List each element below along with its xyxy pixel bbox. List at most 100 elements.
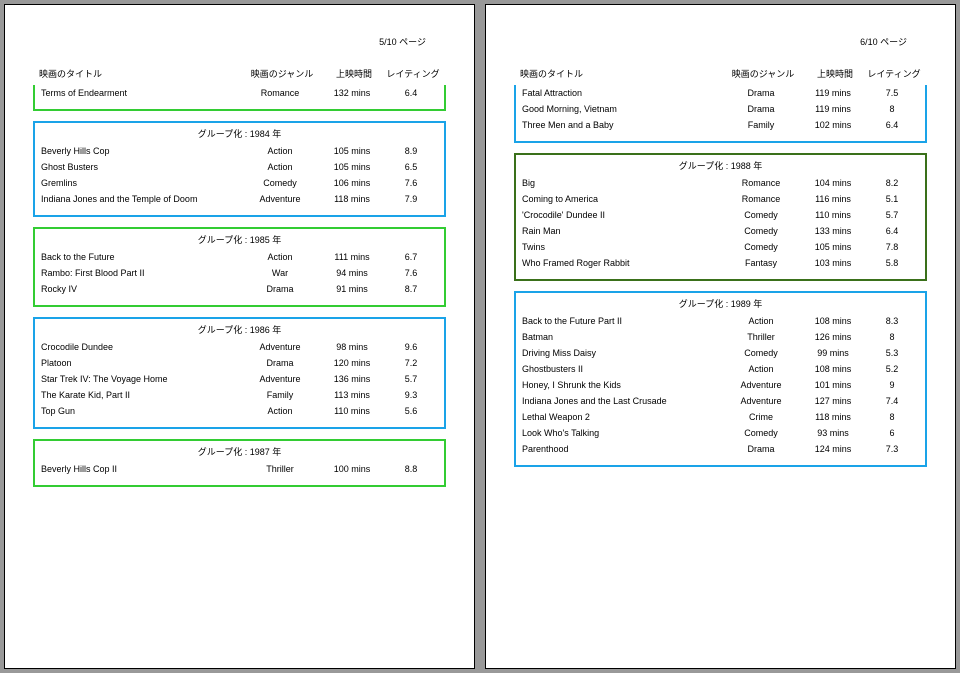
cell-rating: 5.8 [865, 258, 919, 268]
header-rating: レイティング [867, 67, 921, 80]
column-headers: 映画のタイトル 映画のジャンル 上映時間 レイティング [514, 64, 927, 83]
table-row: Crocodile Dundee Adventure 98 mins 9.6 [35, 339, 444, 355]
page-number: 6/10 ページ [514, 35, 927, 48]
table-row: Fatal Attraction Drama 119 mins 7.5 [516, 85, 925, 101]
cell-rating: 8.3 [865, 316, 919, 326]
cell-genre: Drama [240, 358, 320, 368]
group-header: グループ化 : 1984 年 [35, 123, 444, 143]
cell-genre: Drama [721, 444, 801, 454]
table-row: Rocky IV Drama 91 mins 8.7 [35, 281, 444, 297]
cell-genre: Romance [721, 178, 801, 188]
cell-genre: Comedy [721, 348, 801, 358]
table-row: Lethal Weapon 2 Crime 118 mins 8 [516, 409, 925, 425]
cell-title: Back to the Future Part II [522, 316, 721, 326]
group-body: Beverly Hills Cop II Thriller 100 mins 8… [33, 461, 446, 487]
cell-rating: 7.9 [384, 194, 438, 204]
table-row: Star Trek IV: The Voyage Home Adventure … [35, 371, 444, 387]
table-row: Beverly Hills Cop II Thriller 100 mins 8… [35, 461, 444, 477]
group-header-box: グループ化 : 1988 年 [514, 153, 927, 175]
table-row: Big Romance 104 mins 8.2 [516, 175, 925, 191]
cell-runtime: 120 mins [320, 358, 384, 368]
header-genre: 映画のジャンル [242, 67, 322, 80]
cell-title: Beverly Hills Cop II [41, 464, 240, 474]
cell-title: Lethal Weapon 2 [522, 412, 721, 422]
cell-title: Driving Miss Daisy [522, 348, 721, 358]
cell-runtime: 100 mins [320, 464, 384, 474]
document-viewport: 5/10 ページ 映画のタイトル 映画のジャンル 上映時間 レイティング Ter… [0, 0, 960, 673]
cell-genre: Romance [240, 88, 320, 98]
cell-rating: 5.7 [384, 374, 438, 384]
cell-genre: Adventure [240, 342, 320, 352]
cell-runtime: 136 mins [320, 374, 384, 384]
group-header-box: グループ化 : 1987 年 [33, 439, 446, 461]
cell-rating: 5.2 [865, 364, 919, 374]
cell-genre: War [240, 268, 320, 278]
cell-title: Crocodile Dundee [41, 342, 240, 352]
table-row: Honey, I Shrunk the Kids Adventure 101 m… [516, 377, 925, 393]
cell-title: Who Framed Roger Rabbit [522, 258, 721, 268]
table-row: 'Crocodile' Dundee II Comedy 110 mins 5.… [516, 207, 925, 223]
table-row: Parenthood Drama 124 mins 7.3 [516, 441, 925, 457]
cell-rating: 6.4 [384, 88, 438, 98]
header-genre: 映画のジャンル [723, 67, 803, 80]
column-headers: 映画のタイトル 映画のジャンル 上映時間 レイティング [33, 64, 446, 83]
table-row: Beverly Hills Cop Action 105 mins 8.9 [35, 143, 444, 159]
cell-runtime: 105 mins [320, 162, 384, 172]
cell-genre: Romance [721, 194, 801, 204]
cell-runtime: 91 mins [320, 284, 384, 294]
table-row: Rambo: First Blood Part II War 94 mins 7… [35, 265, 444, 281]
cell-rating: 5.7 [865, 210, 919, 220]
cell-runtime: 106 mins [320, 178, 384, 188]
table-row: Top Gun Action 110 mins 5.6 [35, 403, 444, 419]
cell-title: Twins [522, 242, 721, 252]
cell-title: Back to the Future [41, 252, 240, 262]
table-row: Look Who's Talking Comedy 93 mins 6 [516, 425, 925, 441]
group-body: Crocodile Dundee Adventure 98 mins 9.6 P… [33, 339, 446, 429]
cell-genre: Drama [240, 284, 320, 294]
cell-runtime: 118 mins [801, 412, 865, 422]
cell-title: Indiana Jones and the Temple of Doom [41, 194, 240, 204]
cell-runtime: 103 mins [801, 258, 865, 268]
cell-runtime: 113 mins [320, 390, 384, 400]
cell-rating: 8.2 [865, 178, 919, 188]
cell-runtime: 101 mins [801, 380, 865, 390]
cell-runtime: 126 mins [801, 332, 865, 342]
cell-runtime: 108 mins [801, 316, 865, 326]
table-row: Indiana Jones and the Last Crusade Adven… [516, 393, 925, 409]
page-left: 5/10 ページ 映画のタイトル 映画のジャンル 上映時間 レイティング Ter… [4, 4, 475, 669]
cell-rating: 9.3 [384, 390, 438, 400]
cell-rating: 7.3 [865, 444, 919, 454]
cell-title: Good Morning, Vietnam [522, 104, 721, 114]
cell-title: Gremlins [41, 178, 240, 188]
cell-title: Top Gun [41, 406, 240, 416]
cell-title: Look Who's Talking [522, 428, 721, 438]
cell-title: The Karate Kid, Part II [41, 390, 240, 400]
cell-genre: Crime [721, 412, 801, 422]
cell-runtime: 99 mins [801, 348, 865, 358]
group-header: グループ化 : 1988 年 [516, 155, 925, 175]
cell-runtime: 94 mins [320, 268, 384, 278]
cell-genre: Thriller [240, 464, 320, 474]
cell-rating: 7.8 [865, 242, 919, 252]
cell-runtime: 108 mins [801, 364, 865, 374]
cell-title: Platoon [41, 358, 240, 368]
cell-genre: Action [721, 316, 801, 326]
cell-rating: 9 [865, 380, 919, 390]
group-header-box: グループ化 : 1986 年 [33, 317, 446, 339]
cell-title: Rocky IV [41, 284, 240, 294]
group-header-box: グループ化 : 1985 年 [33, 227, 446, 249]
cell-runtime: 132 mins [320, 88, 384, 98]
cell-runtime: 105 mins [320, 146, 384, 156]
group-continuation: Terms of Endearment Romance 132 mins 6.4 [33, 85, 446, 111]
cell-genre: Adventure [240, 194, 320, 204]
table-row: Good Morning, Vietnam Drama 119 mins 8 [516, 101, 925, 117]
group-body: Big Romance 104 mins 8.2 Coming to Ameri… [514, 175, 927, 281]
header-runtime: 上映時間 [803, 67, 867, 80]
group-header: グループ化 : 1986 年 [35, 319, 444, 339]
page-right: 6/10 ページ 映画のタイトル 映画のジャンル 上映時間 レイティング Fat… [485, 4, 956, 669]
cell-rating: 7.6 [384, 268, 438, 278]
cell-runtime: 124 mins [801, 444, 865, 454]
cell-title: Ghostbusters II [522, 364, 721, 374]
cell-runtime: 110 mins [320, 406, 384, 416]
table-row: Gremlins Comedy 106 mins 7.6 [35, 175, 444, 191]
